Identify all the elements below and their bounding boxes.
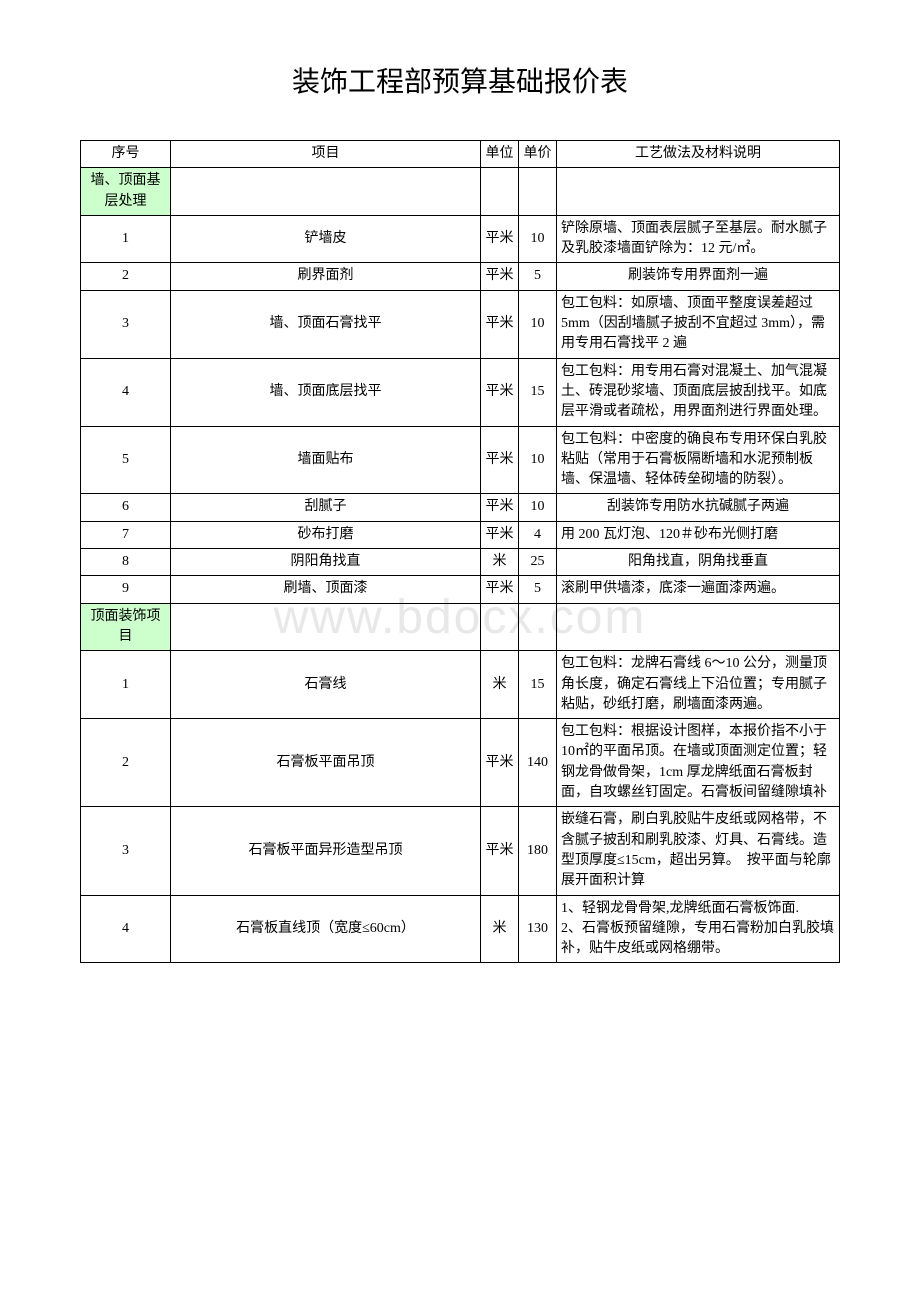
section-empty [557,168,840,216]
table-row: 2石膏板平面吊顶平米140包工包料：根据设计图样，本报价指不小于 10㎡的平面吊… [81,719,840,807]
cell-desc: 用 200 瓦灯泡、120＃砂布光侧打磨 [557,521,840,548]
col-header-seq: 序号 [81,141,171,168]
cell-unit: 平米 [481,807,519,895]
cell-seq: 3 [81,807,171,895]
cell-unit: 平米 [481,521,519,548]
cell-unit: 平米 [481,215,519,263]
table-row: 4石膏板直线顶（宽度≤60cm）米1301、轻钢龙骨骨架,龙牌纸面石膏板饰面. … [81,895,840,963]
cell-item: 刷墙、顶面漆 [171,576,481,603]
cell-price: 180 [519,807,557,895]
cell-item: 石膏板平面吊顶 [171,719,481,807]
col-header-item: 项目 [171,141,481,168]
section-empty [519,168,557,216]
table-row: 1石膏线米15包工包料：龙牌石膏线 6～10 公分，测量顶角长度，确定石膏线上下… [81,651,840,719]
cell-desc: 刮装饰专用防水抗碱腻子两遍 [557,494,840,521]
cell-item: 石膏板直线顶（宽度≤60cm） [171,895,481,963]
section-empty [481,168,519,216]
cell-unit: 平米 [481,576,519,603]
section-empty [171,603,481,651]
cell-unit: 平米 [481,494,519,521]
col-header-price: 单价 [519,141,557,168]
cell-unit: 平米 [481,719,519,807]
cell-item: 墙、顶面底层找平 [171,358,481,426]
cell-seq: 9 [81,576,171,603]
cell-desc: 包工包料：中密度的确良布专用环保白乳胶粘贴（常用于石膏板隔断墙和水泥预制板墙、保… [557,426,840,494]
cell-desc: 包工包料：如原墙、顶面平整度误差超过 5mm（因刮墙腻子披刮不宜超过 3mm），… [557,290,840,358]
section-label: 顶面装饰项目 [81,603,171,651]
cell-seq: 4 [81,895,171,963]
quotation-table: 序号 项目 单位 单价 工艺做法及材料说明 墙、顶面基层处理1铲墙皮平米10铲除… [80,140,840,963]
cell-desc: 刷装饰专用界面剂一遍 [557,263,840,290]
cell-desc: 包工包料：用专用石膏对混凝土、加气混凝土、砖混砂浆墙、顶面底层披刮找平。如底层平… [557,358,840,426]
table-row: 8阴阳角找直米25阳角找直，阴角找垂直 [81,549,840,576]
table-row: 7砂布打磨平米4用 200 瓦灯泡、120＃砂布光侧打磨 [81,521,840,548]
cell-seq: 4 [81,358,171,426]
col-header-desc: 工艺做法及材料说明 [557,141,840,168]
cell-price: 4 [519,521,557,548]
cell-unit: 米 [481,895,519,963]
cell-unit: 平米 [481,263,519,290]
cell-desc: 阳角找直，阴角找垂直 [557,549,840,576]
cell-price: 5 [519,576,557,603]
cell-item: 石膏板平面异形造型吊顶 [171,807,481,895]
cell-seq: 5 [81,426,171,494]
cell-price: 10 [519,494,557,521]
cell-unit: 平米 [481,358,519,426]
cell-unit: 平米 [481,290,519,358]
cell-seq: 7 [81,521,171,548]
cell-desc: 包工包料：龙牌石膏线 6～10 公分，测量顶角长度，确定石膏线上下沿位置；专用腻… [557,651,840,719]
cell-desc: 滚刷甲供墙漆，底漆一遍面漆两遍。 [557,576,840,603]
cell-item: 刷界面剂 [171,263,481,290]
cell-item: 墙、顶面石膏找平 [171,290,481,358]
cell-seq: 3 [81,290,171,358]
cell-price: 15 [519,651,557,719]
table-row: 3石膏板平面异形造型吊顶平米180嵌缝石膏，刷白乳胶贴牛皮纸或网格带，不含腻子披… [81,807,840,895]
section-label: 墙、顶面基层处理 [81,168,171,216]
cell-price: 130 [519,895,557,963]
cell-desc: 1、轻钢龙骨骨架,龙牌纸面石膏板饰面. 2、石膏板预留缝隙，专用石膏粉加白乳胶填… [557,895,840,963]
table-row: 2刷界面剂平米5刷装饰专用界面剂一遍 [81,263,840,290]
cell-desc: 嵌缝石膏，刷白乳胶贴牛皮纸或网格带，不含腻子披刮和刷乳胶漆、灯具、石膏线。造型顶… [557,807,840,895]
cell-price: 10 [519,215,557,263]
table-row: 5墙面贴布平米10包工包料：中密度的确良布专用环保白乳胶粘贴（常用于石膏板隔断墙… [81,426,840,494]
section-row: 顶面装饰项目 [81,603,840,651]
cell-price: 10 [519,290,557,358]
cell-price: 5 [519,263,557,290]
section-empty [171,168,481,216]
cell-price: 25 [519,549,557,576]
cell-unit: 米 [481,651,519,719]
page-title: 装饰工程部预算基础报价表 [80,60,840,100]
cell-item: 墙面贴布 [171,426,481,494]
table-row: 3墙、顶面石膏找平平米10包工包料：如原墙、顶面平整度误差超过 5mm（因刮墙腻… [81,290,840,358]
cell-unit: 米 [481,549,519,576]
cell-seq: 2 [81,719,171,807]
section-empty [519,603,557,651]
table-row: 6刮腻子平米10刮装饰专用防水抗碱腻子两遍 [81,494,840,521]
cell-seq: 2 [81,263,171,290]
cell-item: 铲墙皮 [171,215,481,263]
table-body: 墙、顶面基层处理1铲墙皮平米10铲除原墙、顶面表层腻子至基层。耐水腻子及乳胶漆墙… [81,168,840,963]
cell-desc: 铲除原墙、顶面表层腻子至基层。耐水腻子及乳胶漆墙面铲除为：12 元/㎡。 [557,215,840,263]
table-row: 9刷墙、顶面漆平米5滚刷甲供墙漆，底漆一遍面漆两遍。 [81,576,840,603]
section-empty [557,603,840,651]
cell-price: 140 [519,719,557,807]
cell-item: 刮腻子 [171,494,481,521]
cell-price: 10 [519,426,557,494]
cell-seq: 8 [81,549,171,576]
cell-price: 15 [519,358,557,426]
cell-seq: 6 [81,494,171,521]
cell-desc: 包工包料：根据设计图样，本报价指不小于 10㎡的平面吊顶。在墙或顶面测定位置；轻… [557,719,840,807]
col-header-unit: 单位 [481,141,519,168]
cell-item: 阴阳角找直 [171,549,481,576]
table-header-row: 序号 项目 单位 单价 工艺做法及材料说明 [81,141,840,168]
cell-seq: 1 [81,215,171,263]
cell-item: 砂布打磨 [171,521,481,548]
table-row: 4墙、顶面底层找平平米15包工包料：用专用石膏对混凝土、加气混凝土、砖混砂浆墙、… [81,358,840,426]
cell-unit: 平米 [481,426,519,494]
cell-seq: 1 [81,651,171,719]
section-empty [481,603,519,651]
section-row: 墙、顶面基层处理 [81,168,840,216]
cell-item: 石膏线 [171,651,481,719]
table-row: 1铲墙皮平米10铲除原墙、顶面表层腻子至基层。耐水腻子及乳胶漆墙面铲除为：12 … [81,215,840,263]
